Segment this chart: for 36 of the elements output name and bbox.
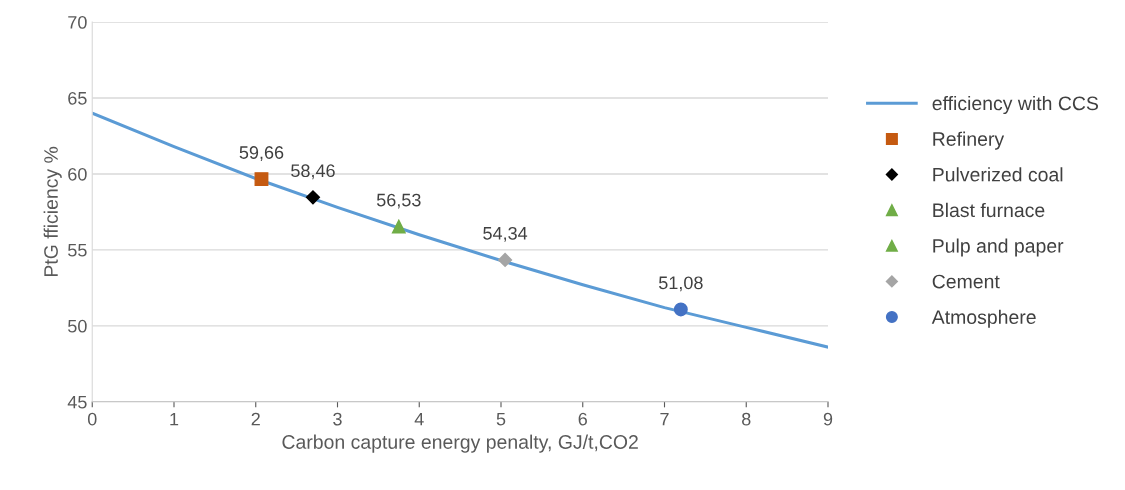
x-tick-label: 1 — [170, 412, 179, 426]
data-label: 54,34 — [483, 226, 528, 242]
x-tick-label: 2 — [251, 412, 260, 426]
x-tick-label: 4 — [414, 412, 424, 426]
x-tick-label: 9 — [823, 412, 833, 426]
legend-label: Cement — [932, 274, 1000, 289]
x-tick-label: 0 — [87, 412, 97, 426]
x-axis-title: Carbon capture energy penalty, GJ/t,CO2 — [282, 434, 638, 453]
x-tick-label: 6 — [578, 412, 587, 426]
legend-label: Atmosphere — [931, 309, 1036, 328]
legend-label: Blast furnace — [933, 202, 1045, 218]
x-tick-label: 3 — [333, 412, 342, 426]
y-tick-label: 45 — [67, 395, 87, 409]
point — [305, 190, 321, 205]
y-tick-label: 65 — [68, 91, 87, 105]
point — [391, 219, 406, 234]
point — [673, 302, 688, 317]
y-axis-title: PtG fficiency % — [43, 146, 62, 277]
y-tick-label: 70 — [68, 15, 87, 29]
point — [254, 172, 269, 187]
line-series — [92, 111, 828, 349]
y-tick-label: 55 — [68, 244, 87, 257]
x-tick-label: 8 — [742, 412, 751, 426]
point — [498, 252, 513, 268]
legend-label: Refinery — [933, 131, 1005, 150]
legend-label: Pulp and paper — [933, 238, 1064, 257]
x-tick-label: 7 — [660, 412, 669, 426]
legend-label: Pulverized coal — [933, 167, 1063, 182]
data-label: 51,08 — [658, 276, 703, 292]
data-label: 59,66 — [239, 146, 284, 162]
y-tick-label: 60 — [68, 167, 87, 181]
data-label: 58,46 — [291, 164, 335, 180]
x-tick-label: 5 — [496, 412, 506, 426]
y-tick-label: 50 — [68, 319, 87, 333]
legend-label: efficiency with CCS — [932, 95, 1098, 115]
data-label: 56,53 — [376, 193, 421, 209]
